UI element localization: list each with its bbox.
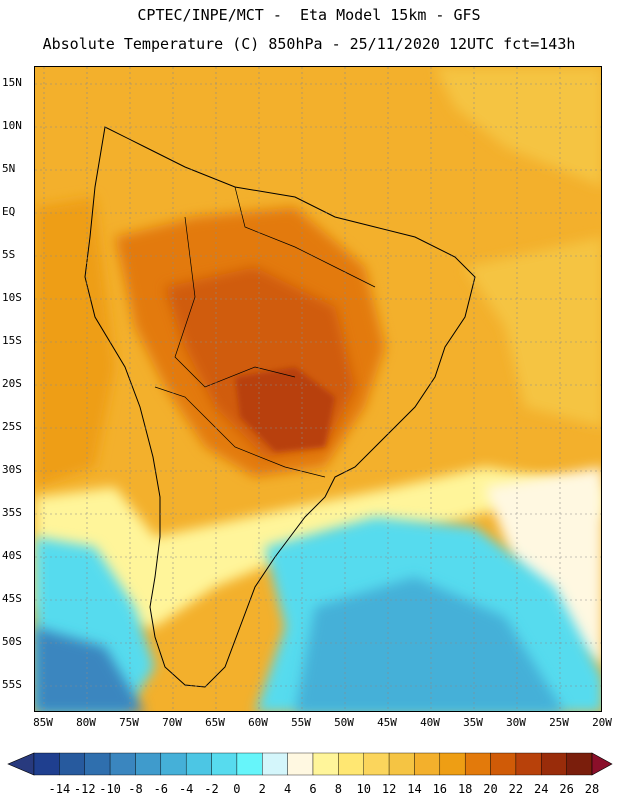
chart-title-line-1: CPTEC/INPE/MCT - Eta Model 15km - GFS — [137, 6, 481, 24]
colorbar-tick-label: 8 — [334, 782, 342, 796]
colorbar-swatch — [262, 752, 288, 776]
lon-tick-label: 35W — [463, 716, 483, 729]
colorbar-tick-label: -12 — [73, 782, 96, 796]
colorbar-swatch — [414, 752, 441, 776]
lat-tick-label: 10N — [2, 119, 22, 132]
lon-tick-label: 25W — [549, 716, 569, 729]
lon-tick-label: 75W — [119, 716, 139, 729]
colorbar-tick-label: 6 — [309, 782, 317, 796]
lon-tick-label: 50W — [334, 716, 354, 729]
colorbar-left-arrow — [7, 752, 35, 776]
lon-tick-label: 70W — [162, 716, 182, 729]
lon-tick-label: 20W — [592, 716, 612, 729]
lat-tick-label: 45S — [2, 592, 22, 605]
lon-tick-label: 80W — [76, 716, 96, 729]
border-lines-west — [174, 216, 296, 388]
colorbar-tick-label: 2 — [258, 782, 266, 796]
lat-tick-label: 55S — [2, 678, 22, 691]
lat-tick-label: EQ — [2, 205, 16, 218]
colorbar-tick-label: -10 — [99, 782, 121, 796]
warm-band-northeast — [435, 67, 601, 187]
colorbar-swatch — [464, 752, 491, 776]
colorbar-tick-label: 0 — [233, 782, 241, 796]
colorbar-tick-label: 26 — [559, 782, 574, 796]
colorbar-swatch — [211, 752, 238, 776]
temperature-map — [34, 66, 602, 712]
colorbar-tick-label: 10 — [356, 782, 371, 796]
colder-atlantic-south — [295, 577, 564, 711]
coldest-pacific-patch — [35, 627, 144, 711]
colorbar-swatch — [439, 752, 466, 776]
colorbar-swatch — [388, 752, 415, 776]
lat-tick-label: 5S — [2, 248, 16, 261]
colorbar-tick-label: 22 — [508, 782, 524, 796]
colorbar-swatch — [287, 752, 314, 776]
colorbar-swatch — [84, 752, 111, 776]
lat-tick-label: 20S — [2, 377, 22, 390]
colorbar-swatch — [109, 752, 136, 776]
lon-tick-label: 40W — [420, 716, 440, 729]
colorbar-swatch — [541, 752, 567, 776]
map-canvas — [35, 67, 601, 711]
colorbar-tick-label: -4 — [178, 782, 194, 796]
border-lines-north — [234, 186, 376, 288]
lat-tick-label: 40S — [2, 549, 22, 562]
lon-tick-label: 45W — [377, 716, 397, 729]
colorbar-swatch — [59, 752, 85, 776]
colorbar-tick-label: -8 — [128, 782, 143, 796]
lat-tick-label: 35S — [2, 506, 22, 519]
colorbar-swatch — [135, 752, 162, 776]
colorbar-tick-label: 4 — [284, 782, 292, 796]
chart-title-line-2: Absolute Temperature (C) 850hPa - 25/11/… — [42, 35, 576, 53]
colorbar-swatch — [338, 752, 364, 776]
colorbar-tick-label: 28 — [584, 782, 600, 796]
colorbar-tick-label: 14 — [407, 782, 422, 796]
colorbar-swatch — [312, 752, 339, 776]
lat-tick-label: 50S — [2, 635, 22, 648]
south-america-outline — [84, 126, 476, 688]
colorbar-swatch — [566, 752, 593, 776]
colorbar-tick-label: -14 — [48, 782, 71, 796]
warm-band-east — [465, 237, 601, 427]
colorbar — [7, 752, 613, 776]
lat-tick-label: 15S — [2, 334, 22, 347]
border-lines — [154, 386, 326, 478]
colorbar-tick-label: 18 — [457, 782, 473, 796]
colorbar-swatch — [515, 752, 542, 776]
colorbar-tick-label: 24 — [534, 782, 549, 796]
colorbar-swatch — [33, 752, 60, 776]
colorbar-tick-label: 20 — [483, 782, 498, 796]
lat-tick-label: 15N — [2, 76, 22, 89]
colorbar-swatch — [490, 752, 517, 776]
hot-core-inner — [235, 367, 335, 452]
colorbar-swatch — [160, 752, 187, 776]
yellow-transition-band — [35, 467, 601, 627]
colorbar-swatch — [236, 752, 263, 776]
colorbar-tick-label: 12 — [381, 782, 397, 796]
colorbar-swatch — [363, 752, 390, 776]
colorbar-swatch — [185, 752, 212, 776]
lat-tick-label: 30S — [2, 463, 22, 476]
colorbar-tick-label: -2 — [204, 782, 219, 796]
lon-tick-label: 30W — [506, 716, 526, 729]
lat-tick-label: 5N — [2, 162, 16, 175]
lon-tick-label: 65W — [205, 716, 225, 729]
colorbar-tick-label: 16 — [432, 782, 448, 796]
lon-tick-label: 85W — [33, 716, 53, 729]
lon-tick-label: 55W — [291, 716, 311, 729]
lat-tick-label: 10S — [2, 291, 22, 304]
colorbar-tick-label: -6 — [153, 782, 169, 796]
colorbar-right-arrow — [591, 752, 613, 776]
light-east-ocean — [485, 467, 601, 666]
lon-tick-label: 60W — [248, 716, 268, 729]
lat-tick-label: 25S — [2, 420, 22, 433]
